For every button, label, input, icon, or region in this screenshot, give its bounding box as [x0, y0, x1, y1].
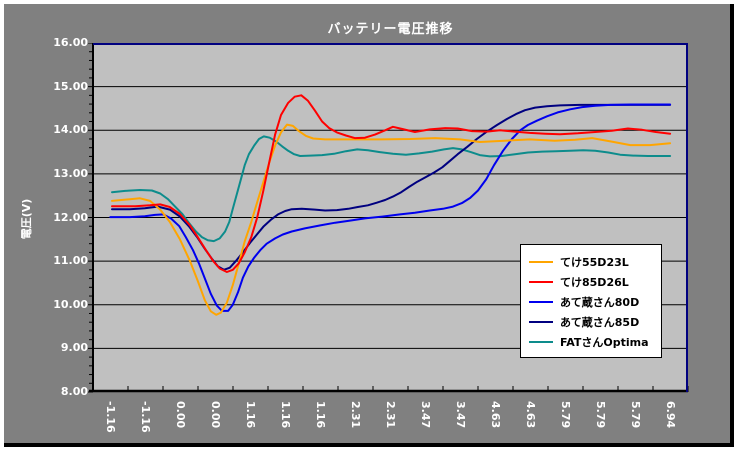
y-tick-label: 12.00	[53, 210, 88, 224]
x-tick-label: 4.63	[488, 401, 502, 429]
x-tick-label: 0.00	[173, 401, 187, 429]
legend-item: あて蔵さん80D	[529, 292, 661, 312]
x-tick-label: 1.16	[313, 401, 327, 429]
x-tick-label: 2.31	[348, 401, 362, 429]
x-tick-label: 5.79	[628, 401, 642, 429]
legend-label: FATさんOptima	[560, 336, 649, 349]
legend-swatch-navy	[529, 321, 553, 323]
y-tick-label: 13.00	[53, 166, 88, 180]
x-tick-label: -1.16	[138, 401, 152, 433]
chart-area: バッテリー電圧推移 電圧(V) 16.00 15.00 14.00 13.00 12.0…	[4, 4, 734, 447]
x-tick-label: 0.00	[208, 401, 222, 429]
x-tick-label: 1.16	[243, 401, 257, 429]
legend-item: FATさんOptima	[529, 332, 661, 352]
y-tick-label: 8.00	[60, 385, 88, 398]
x-tick-label: 1.16	[278, 401, 292, 429]
series-line-てけ55D23L	[111, 123, 672, 316]
series-line-FATさんOptima	[111, 135, 672, 243]
y-tick-label: 14.00	[53, 123, 88, 137]
x-tick-label: 6.94	[663, 401, 677, 429]
legend-item: あて蔵さん85D	[529, 312, 661, 332]
x-tick-label: 2.31	[383, 401, 397, 429]
series-line-あて蔵さん80D	[109, 103, 672, 312]
plot-area	[88, 43, 689, 393]
legend-swatch-teal	[529, 341, 553, 343]
legend: てけ55D23L てけ85D26L あて蔵さん80D あて蔵さん85D FATさ…	[520, 244, 662, 358]
x-tick-label: 3.47	[418, 401, 432, 429]
legend-label: あて蔵さん80D	[560, 296, 640, 309]
legend-item: てけ55D23L	[529, 252, 661, 272]
y-tick-label: 16.00	[53, 36, 88, 49]
legend-swatch-blue	[529, 301, 553, 303]
x-tick-label: 4.63	[523, 401, 537, 429]
x-tick-label: 3.47	[453, 401, 467, 429]
x-tick-label: 5.79	[558, 401, 572, 429]
legend-item: てけ85D26L	[529, 272, 661, 292]
y-tick-label: 11.00	[53, 254, 88, 268]
y-tick-label: 10.00	[53, 297, 88, 311]
legend-swatch-orange	[529, 261, 553, 263]
legend-label: てけ85D26L	[560, 276, 629, 289]
legend-label: てけ55D23L	[560, 256, 629, 269]
x-tick-label: -1.16	[103, 401, 117, 433]
y-tick-label: 15.00	[53, 79, 88, 93]
chart-title: バッテリー電圧推移	[327, 22, 454, 37]
y-tick-label: 9.00	[60, 341, 88, 355]
x-tick-label: 5.79	[593, 401, 607, 429]
legend-label: あて蔵さん85D	[560, 316, 640, 329]
legend-swatch-red	[529, 281, 553, 283]
series-line-てけ85D26L	[111, 94, 672, 273]
